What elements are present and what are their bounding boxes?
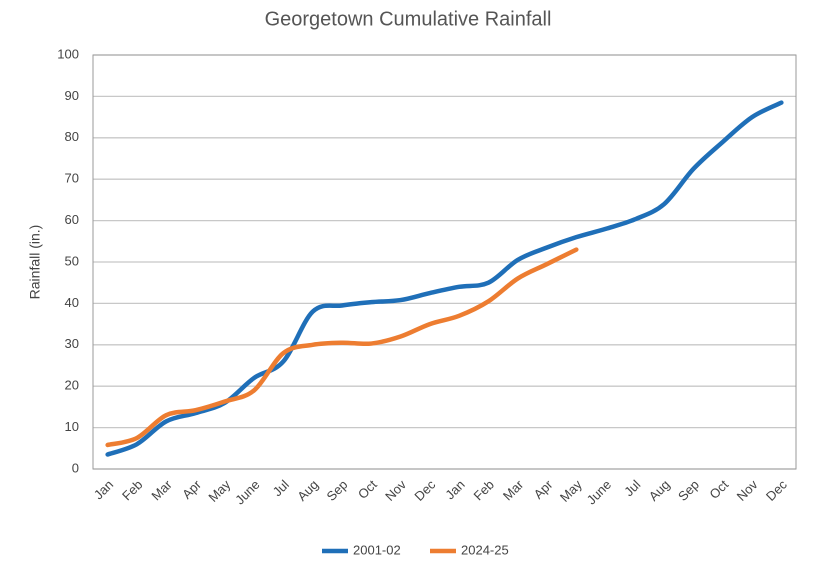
- y-tick-label: 30: [65, 336, 79, 351]
- x-tick-label: Nov: [382, 477, 409, 504]
- y-tick-label: 80: [65, 129, 79, 144]
- x-tick-label: Sep: [675, 477, 702, 504]
- x-tick-label: Apr: [531, 476, 556, 501]
- x-tick-label: Dec: [763, 477, 790, 504]
- y-tick-label: 70: [65, 171, 79, 186]
- y-axis-label: Rainfall (in.): [27, 225, 43, 300]
- y-tick-label: 0: [72, 460, 79, 475]
- legend-label: 2024-25: [461, 542, 509, 557]
- x-tick-label: May: [205, 477, 233, 505]
- chart-title: Georgetown Cumulative Rainfall: [265, 8, 552, 30]
- series-line: [105, 100, 784, 457]
- x-tick-label: Oct: [706, 477, 731, 502]
- x-tick-label: Dec: [411, 477, 438, 504]
- plot-border: [92, 54, 797, 470]
- x-tick-label: Mar: [148, 476, 175, 503]
- y-tick-label: 100: [57, 46, 79, 61]
- y-tick-label: 90: [65, 88, 79, 103]
- series-line: [105, 247, 579, 448]
- x-tick-label: Jan: [91, 477, 116, 502]
- y-tick-label: 50: [65, 253, 79, 268]
- x-tick-label: Sep: [324, 477, 351, 504]
- x-tick-label: Feb: [119, 477, 145, 503]
- x-tick-label: Jul: [270, 477, 292, 499]
- x-tick-label: Apr: [179, 476, 204, 501]
- x-tick-label: Aug: [646, 477, 673, 504]
- x-tick-label: Jan: [442, 477, 467, 502]
- x-tick-label: Nov: [734, 477, 761, 504]
- y-tick-label: 40: [65, 295, 79, 310]
- x-tick-label: June: [584, 477, 615, 508]
- x-tick-label: Feb: [471, 477, 497, 503]
- x-tick-label: Jul: [621, 477, 643, 499]
- x-tick-label: Aug: [294, 477, 321, 504]
- y-tick-label: 10: [65, 419, 79, 434]
- y-tick-label: 60: [65, 212, 79, 227]
- x-tick-label: June: [232, 477, 263, 508]
- legend-label: 2001-02: [353, 542, 401, 557]
- y-tick-label: 20: [65, 378, 79, 393]
- x-tick-label: May: [557, 477, 585, 505]
- x-tick-label: Oct: [355, 477, 380, 502]
- x-tick-label: Mar: [500, 476, 527, 503]
